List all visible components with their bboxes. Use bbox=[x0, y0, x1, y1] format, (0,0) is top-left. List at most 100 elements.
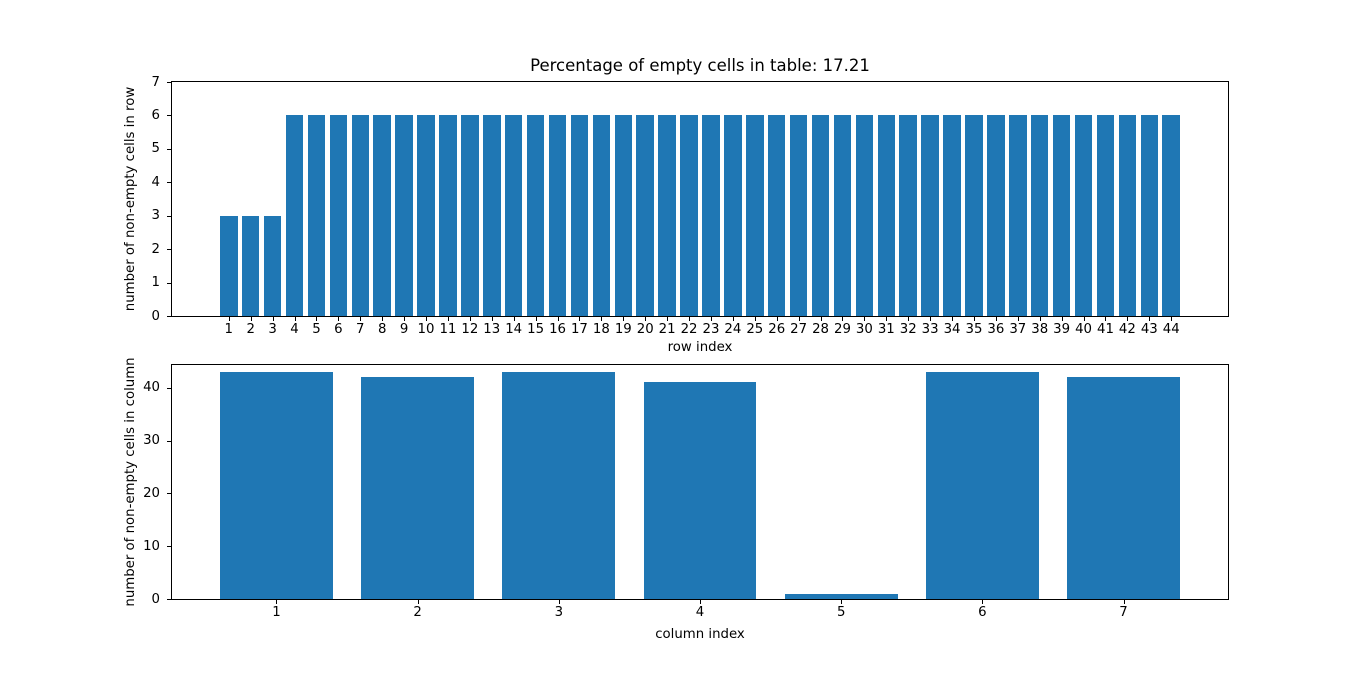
x-tick bbox=[447, 317, 449, 321]
x-tick bbox=[1149, 317, 1151, 321]
bar bbox=[1162, 115, 1180, 316]
x-tick bbox=[360, 317, 362, 321]
y-tick bbox=[167, 440, 171, 442]
bar bbox=[592, 115, 611, 316]
x-tick bbox=[1039, 317, 1041, 321]
x-tick-label: 32 bbox=[899, 322, 917, 337]
y-tick bbox=[167, 182, 171, 184]
y-tick bbox=[167, 493, 171, 495]
x-tick bbox=[535, 317, 537, 321]
x-tick bbox=[820, 317, 822, 321]
x-tick-label: 17 bbox=[570, 322, 588, 337]
x-tick bbox=[469, 317, 471, 321]
bar bbox=[285, 115, 304, 316]
x-tick-label: 24 bbox=[724, 322, 742, 337]
x-tick-label: 2 bbox=[413, 605, 422, 620]
x-tick bbox=[864, 317, 866, 321]
x-tick-label: 5 bbox=[836, 605, 846, 620]
y-tick-label: 3 bbox=[151, 208, 160, 224]
y-tick-label: 5 bbox=[151, 141, 160, 157]
x-tick bbox=[491, 317, 493, 321]
x-tick-label: 1 bbox=[224, 322, 233, 337]
x-tick-label: 22 bbox=[680, 322, 698, 337]
x-tick bbox=[404, 317, 406, 321]
x-tick bbox=[601, 317, 603, 321]
x-tick-label: 9 bbox=[399, 322, 409, 337]
x-tick bbox=[645, 317, 647, 321]
x-tick bbox=[579, 317, 581, 321]
column-chart-plot-area bbox=[171, 364, 1229, 600]
x-tick-label: 4 bbox=[290, 322, 299, 337]
y-tick bbox=[167, 387, 171, 389]
bar bbox=[987, 115, 1005, 316]
y-tick bbox=[167, 215, 171, 217]
x-tick bbox=[272, 317, 274, 321]
x-tick-label: 28 bbox=[812, 322, 830, 337]
x-tick-label: 1 bbox=[272, 605, 281, 620]
y-tick-label: 30 bbox=[143, 433, 160, 449]
bar bbox=[502, 371, 616, 599]
y-tick-label: 2 bbox=[151, 241, 160, 257]
x-tick bbox=[995, 317, 997, 321]
y-tick bbox=[167, 546, 171, 548]
x-tick-label: 34 bbox=[943, 322, 961, 337]
y-tick bbox=[167, 148, 171, 150]
x-tick bbox=[842, 317, 844, 321]
bar bbox=[636, 115, 654, 316]
bar bbox=[643, 382, 757, 599]
x-tick bbox=[973, 317, 975, 321]
x-tick-label: 3 bbox=[554, 605, 564, 620]
bar bbox=[417, 115, 435, 316]
x-tick-label: 27 bbox=[790, 322, 808, 337]
x-tick-label: 13 bbox=[483, 322, 501, 337]
bar bbox=[373, 115, 391, 316]
x-tick-label: 23 bbox=[702, 322, 720, 337]
x-tick-label: 29 bbox=[833, 322, 851, 337]
row-chart-plot-area bbox=[171, 81, 1229, 317]
y-tick bbox=[167, 249, 171, 251]
x-tick bbox=[930, 317, 932, 321]
bar bbox=[263, 215, 282, 316]
bar bbox=[746, 115, 764, 316]
y-tick bbox=[167, 316, 171, 317]
bar bbox=[1074, 115, 1093, 316]
x-tick bbox=[689, 317, 691, 321]
bar bbox=[680, 115, 698, 316]
x-tick-label: 39 bbox=[1053, 322, 1071, 337]
bar bbox=[658, 115, 676, 316]
x-tick-label: 42 bbox=[1118, 322, 1136, 337]
y-tick-label: 1 bbox=[151, 275, 160, 291]
y-tick-label: 0 bbox=[151, 591, 160, 607]
y-tick bbox=[167, 282, 171, 284]
x-tick-label: 6 bbox=[334, 322, 343, 337]
y-tick bbox=[167, 115, 171, 117]
y-tick-label: 7 bbox=[151, 74, 160, 90]
x-tick bbox=[417, 600, 419, 604]
bar bbox=[899, 115, 917, 316]
x-tick bbox=[754, 317, 756, 321]
bar bbox=[1052, 115, 1071, 316]
x-tick bbox=[1105, 317, 1107, 321]
bar bbox=[461, 115, 479, 316]
x-tick bbox=[557, 317, 559, 321]
bar bbox=[220, 215, 238, 316]
x-tick bbox=[886, 317, 888, 321]
column-chart-x-axis-label: column index bbox=[655, 627, 745, 642]
x-tick-label: 7 bbox=[356, 322, 365, 337]
x-tick bbox=[982, 600, 984, 604]
bar bbox=[855, 115, 874, 316]
bar bbox=[570, 115, 589, 316]
x-tick bbox=[316, 317, 318, 321]
x-tick bbox=[513, 317, 515, 321]
x-tick bbox=[228, 317, 230, 321]
chart-title: Percentage of empty cells in table: 17.2… bbox=[530, 56, 870, 75]
x-tick-label: 43 bbox=[1140, 322, 1158, 337]
bar bbox=[361, 377, 475, 599]
bar bbox=[921, 115, 939, 316]
x-tick bbox=[710, 317, 712, 321]
bar bbox=[526, 115, 545, 316]
x-tick bbox=[952, 317, 954, 321]
bar bbox=[1030, 115, 1049, 316]
bar bbox=[483, 115, 501, 316]
bar bbox=[614, 115, 633, 316]
